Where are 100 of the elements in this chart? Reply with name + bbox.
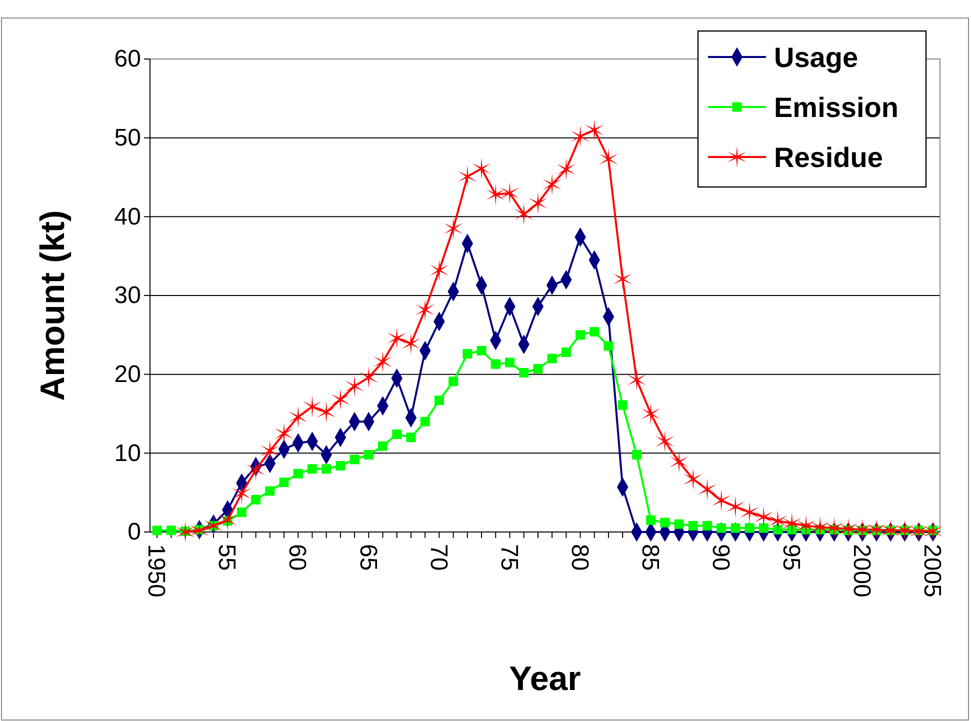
point [684, 468, 703, 490]
point [796, 514, 816, 537]
y-tick-label: 50 [114, 124, 141, 152]
point [542, 173, 562, 196]
x-tick-label: 90 [706, 544, 734, 571]
x-tick-label: 85 [636, 544, 664, 571]
y-axis-title: Amount (kt) [34, 210, 72, 401]
point [504, 358, 514, 368]
point [307, 464, 317, 474]
point [646, 515, 656, 525]
point [350, 454, 360, 464]
point [655, 430, 674, 452]
point [584, 118, 604, 141]
point [782, 512, 802, 534]
point [618, 400, 628, 410]
point [632, 450, 642, 460]
point [754, 506, 774, 528]
point [838, 518, 858, 540]
point [768, 510, 788, 532]
point [613, 268, 632, 290]
point [486, 184, 506, 206]
point [556, 158, 576, 180]
x-tick-label: 1950 [142, 544, 170, 598]
point [881, 519, 900, 542]
point [373, 350, 392, 373]
point [533, 364, 543, 374]
x-tick-label: 60 [284, 544, 311, 571]
point [514, 203, 534, 226]
point [444, 217, 463, 240]
point [895, 519, 914, 542]
point [519, 368, 529, 378]
point [152, 526, 162, 536]
point [420, 416, 430, 426]
y-tick-label: 30 [114, 282, 141, 310]
point [462, 349, 472, 359]
point [288, 406, 308, 428]
point [688, 520, 698, 530]
point [359, 366, 378, 388]
y-tick-label: 60 [114, 46, 141, 73]
point [364, 450, 374, 460]
point [547, 354, 557, 364]
point [401, 332, 421, 355]
x-tick-label: 80 [566, 544, 593, 571]
point [824, 517, 844, 540]
point [322, 464, 332, 474]
point [345, 375, 364, 398]
point [923, 520, 942, 542]
point [218, 509, 238, 532]
point [476, 346, 486, 356]
point [392, 430, 402, 439]
point [260, 440, 280, 462]
point [448, 376, 458, 386]
y-tick-label: 20 [114, 361, 141, 388]
point [698, 478, 717, 500]
point [458, 165, 477, 188]
y-tick-label: 0 [128, 518, 141, 546]
point [378, 441, 388, 451]
point [740, 501, 760, 524]
point [430, 259, 449, 282]
point [702, 520, 712, 530]
point [434, 396, 444, 406]
point [810, 516, 830, 538]
point [500, 182, 520, 204]
x-tick-label: 55 [213, 544, 240, 571]
x-axis-title: Year [509, 660, 581, 698]
point [236, 508, 246, 518]
point [726, 496, 745, 518]
point [176, 521, 195, 543]
x-tick-label: 65 [354, 544, 382, 571]
point [232, 482, 252, 504]
point [204, 514, 224, 537]
point [336, 461, 346, 471]
x-tick-label: 2000 [848, 544, 876, 598]
point [576, 330, 586, 340]
point [302, 396, 322, 418]
point [166, 526, 176, 536]
point [528, 192, 548, 214]
point [909, 520, 928, 542]
point [190, 519, 209, 542]
point [246, 458, 266, 481]
y-tick-label: 10 [114, 440, 141, 467]
point [265, 486, 275, 496]
x-tick-label: 75 [495, 544, 522, 571]
y-tick-label: 40 [114, 203, 141, 230]
point [251, 494, 261, 504]
point [561, 348, 571, 358]
point [570, 125, 590, 148]
x-tick-label: 70 [424, 544, 452, 571]
point [866, 518, 886, 541]
point [279, 478, 289, 488]
point [712, 489, 731, 512]
point [674, 519, 684, 529]
x-tick-label: 2005 [918, 544, 946, 598]
legend-label: Usage [774, 42, 858, 73]
point [669, 450, 689, 473]
point [406, 432, 416, 442]
point [641, 402, 660, 425]
x-tick-label: 95 [777, 544, 804, 571]
point [416, 298, 435, 321]
point [598, 148, 618, 170]
